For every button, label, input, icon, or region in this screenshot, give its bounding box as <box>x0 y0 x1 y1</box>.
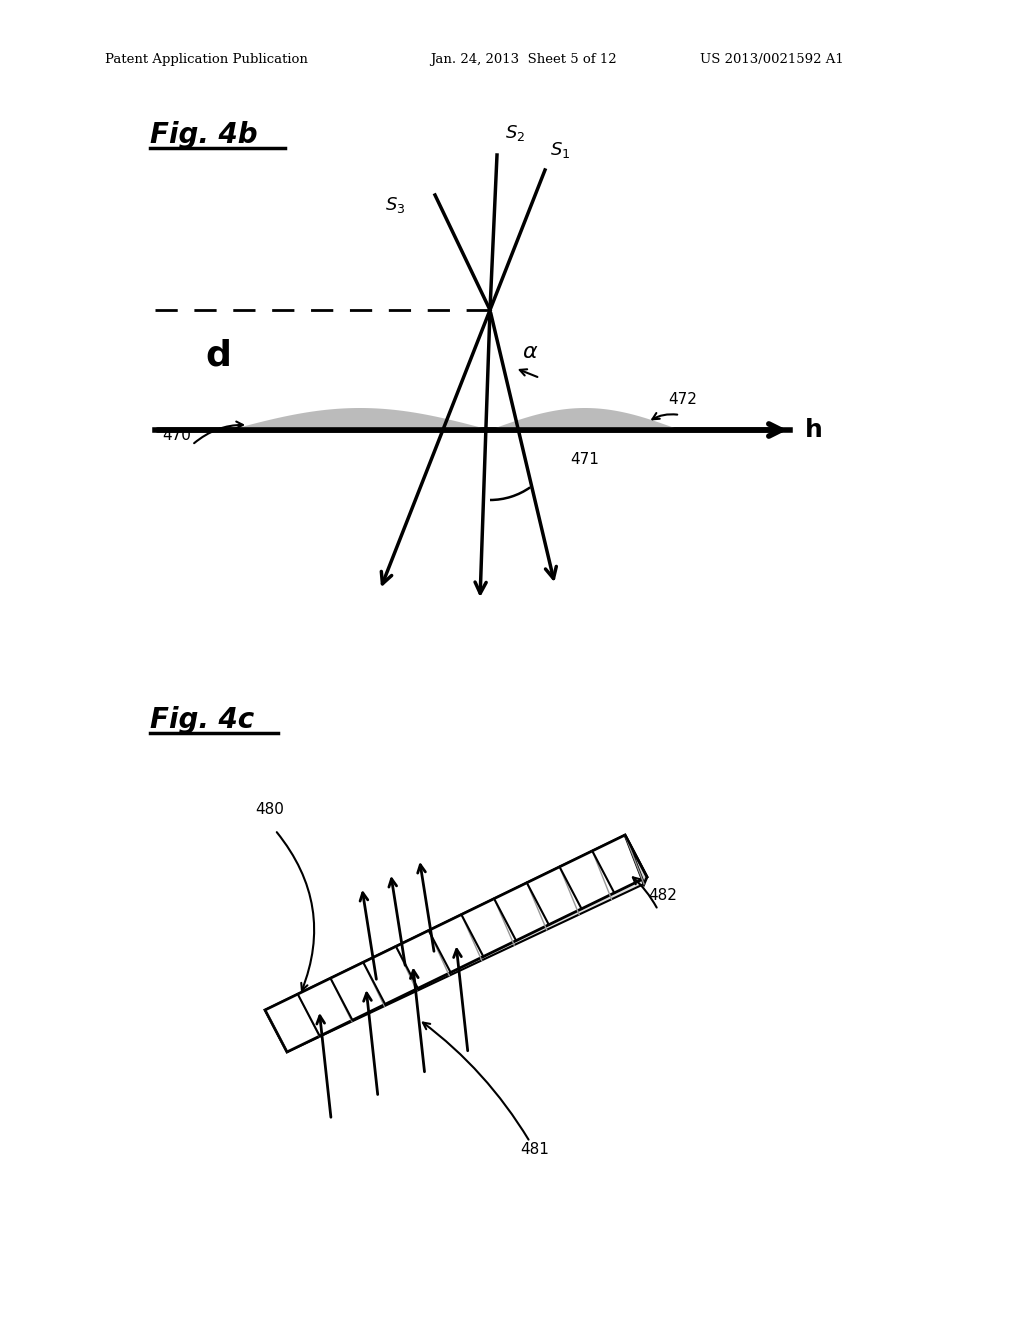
Text: 470: 470 <box>162 428 190 442</box>
Polygon shape <box>265 836 647 1052</box>
Polygon shape <box>230 408 490 430</box>
Text: $S_3$: $S_3$ <box>385 195 406 215</box>
Text: Fig. 4c: Fig. 4c <box>150 706 254 734</box>
Text: $S_1$: $S_1$ <box>550 140 570 160</box>
Text: US 2013/0021592 A1: US 2013/0021592 A1 <box>700 54 844 66</box>
Text: 481: 481 <box>520 1143 549 1158</box>
Text: 480: 480 <box>255 803 284 817</box>
Text: d: d <box>205 338 230 372</box>
Polygon shape <box>265 836 644 1052</box>
Text: $\alpha$: $\alpha$ <box>522 342 539 362</box>
Text: h: h <box>805 418 823 442</box>
Text: 472: 472 <box>668 392 697 408</box>
Polygon shape <box>625 836 647 884</box>
Text: Patent Application Publication: Patent Application Publication <box>105 54 308 66</box>
Text: $S_2$: $S_2$ <box>505 123 525 143</box>
Text: Fig. 4b: Fig. 4b <box>150 121 258 149</box>
Polygon shape <box>490 408 680 430</box>
Text: Jan. 24, 2013  Sheet 5 of 12: Jan. 24, 2013 Sheet 5 of 12 <box>430 54 616 66</box>
Text: 482: 482 <box>648 887 677 903</box>
Text: 471: 471 <box>570 451 599 467</box>
